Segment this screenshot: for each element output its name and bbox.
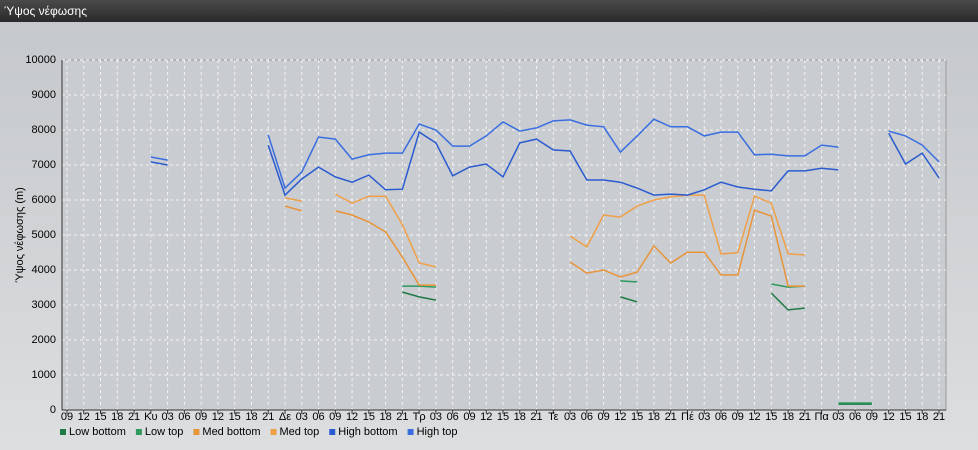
x-tick-label: 15 xyxy=(94,411,106,423)
y-tick-label: 5000 xyxy=(32,229,56,241)
x-tick-label: Κυ xyxy=(144,411,157,423)
x-tick-label: 18 xyxy=(245,411,257,423)
x-tick-label: 06 xyxy=(312,411,324,423)
y-tick-label: 7000 xyxy=(32,159,56,171)
x-tick-label: 12 xyxy=(212,411,224,423)
x-tick-label: 09 xyxy=(866,411,878,423)
x-tick-label: 18 xyxy=(514,411,526,423)
legend-label: Low bottom xyxy=(69,426,126,438)
x-tick-label: 03 xyxy=(296,411,308,423)
legend-swatch xyxy=(329,429,336,435)
y-axis-label: Ύψος νέφωσης (m) xyxy=(14,187,26,283)
legend-swatch xyxy=(193,429,200,435)
x-tick-label: 21 xyxy=(262,411,274,423)
x-tick-label: 12 xyxy=(346,411,358,423)
x-tick-label: 15 xyxy=(631,411,643,423)
y-tick-label: 0 xyxy=(50,404,56,416)
x-tick-label: 18 xyxy=(648,411,660,423)
y-tick-label: 1000 xyxy=(32,369,56,381)
y-tick-label: 8000 xyxy=(32,124,56,136)
y-tick-label: 3000 xyxy=(32,299,56,311)
x-tick-label: 21 xyxy=(128,411,140,423)
x-tick-label: 09 xyxy=(61,411,73,423)
x-tick-label: 03 xyxy=(832,411,844,423)
x-tick-label: Τε xyxy=(548,411,559,423)
x-tick-label: 03 xyxy=(698,411,710,423)
x-tick-label: 06 xyxy=(581,411,593,423)
x-tick-label: 09 xyxy=(732,411,744,423)
y-tick-label: 9000 xyxy=(32,89,56,101)
x-tick-label: 21 xyxy=(396,411,408,423)
x-tick-label: 15 xyxy=(899,411,911,423)
legend-label: High top xyxy=(417,426,458,438)
x-tick-label: 18 xyxy=(916,411,928,423)
legend-label: Med top xyxy=(280,426,320,438)
x-tick-label: Πα xyxy=(814,411,829,423)
x-tick-label: 21 xyxy=(799,411,811,423)
x-tick-label: 15 xyxy=(497,411,509,423)
y-tick-label: 6000 xyxy=(32,194,56,206)
x-tick-label: 09 xyxy=(463,411,475,423)
series-line xyxy=(150,130,940,197)
x-tick-label: 09 xyxy=(597,411,609,423)
legend-swatch xyxy=(270,429,277,435)
x-tick-label: 03 xyxy=(161,411,173,423)
chart: Ύψος νέφωσης (m) 0 1000 2000 3000 4000 5000 60… xyxy=(14,54,947,438)
x-tick-label: Πέ xyxy=(681,411,694,423)
x-tick-label: 12 xyxy=(748,411,760,423)
legend-label: Low top xyxy=(145,426,184,438)
x-tick-label: 06 xyxy=(447,411,459,423)
x-tick-label: 09 xyxy=(329,411,341,423)
x-tick-label: 12 xyxy=(883,411,895,423)
legend-label: Med bottom xyxy=(202,426,260,438)
series-line xyxy=(402,291,872,405)
x-tick-label: 06 xyxy=(715,411,727,423)
x-tick-label: 15 xyxy=(363,411,375,423)
x-tick-label: 12 xyxy=(78,411,90,423)
x-tick-label: Δε xyxy=(279,411,291,423)
y-tick-label: 4000 xyxy=(32,264,56,276)
x-tick-label: 21 xyxy=(933,411,945,423)
x-tick-label: 18 xyxy=(782,411,794,423)
x-tick-label: 12 xyxy=(480,411,492,423)
x-tick-label: 03 xyxy=(430,411,442,423)
x-tick-label: 06 xyxy=(178,411,190,423)
x-tick-label: 03 xyxy=(564,411,576,423)
legend-label: High bottom xyxy=(338,426,397,438)
x-tick-label: Τρ xyxy=(413,411,426,423)
x-tick-label: 15 xyxy=(229,411,241,423)
y-tick-label: 2000 xyxy=(32,334,56,346)
plot-area xyxy=(61,59,947,411)
x-tick-label: 18 xyxy=(379,411,391,423)
x-tick-label: 21 xyxy=(530,411,542,423)
y-tick-label: 10000 xyxy=(25,54,56,66)
x-tick-label: 12 xyxy=(614,411,626,423)
series-line xyxy=(402,280,872,404)
series-line xyxy=(150,118,940,190)
x-tick-label: 09 xyxy=(195,411,207,423)
x-tick-label: 21 xyxy=(665,411,677,423)
legend-swatch xyxy=(407,429,414,435)
title-bar: Ύψος νέφωσης xyxy=(0,0,978,22)
series-line xyxy=(284,205,805,287)
x-tick-label: 15 xyxy=(765,411,777,423)
x-tick-label: 18 xyxy=(111,411,123,423)
x-tick-label: 06 xyxy=(849,411,861,423)
legend-swatch xyxy=(60,429,66,435)
legend-swatch xyxy=(135,429,142,435)
